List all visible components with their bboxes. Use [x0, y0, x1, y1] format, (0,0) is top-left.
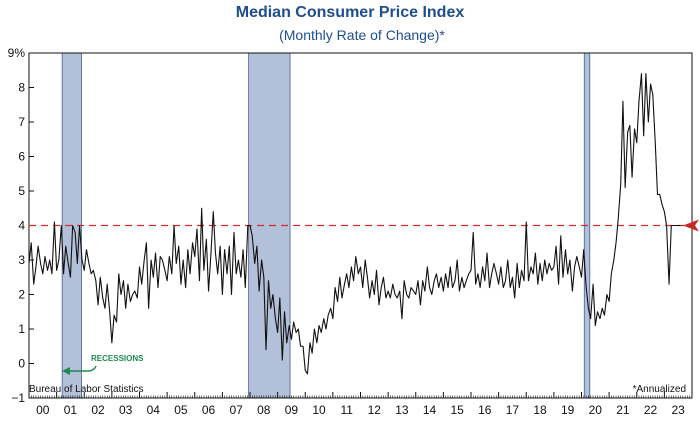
x-tick-label: 00 — [36, 403, 50, 417]
x-tick-label: 19 — [561, 403, 575, 417]
recessions-annotation: RECESSIONS — [91, 354, 144, 363]
x-tick-label: 09 — [285, 403, 299, 417]
series-layer — [28, 73, 681, 375]
y-tick-label: 9% — [8, 46, 26, 60]
x-tick-label: 07 — [230, 403, 244, 417]
x-tick-label: 03 — [119, 403, 133, 417]
series-line — [28, 73, 681, 375]
x-tick-label: 20 — [589, 403, 603, 417]
y-tick-label: 3 — [18, 253, 25, 267]
x-tick-label: 10 — [312, 403, 326, 417]
y-tick-label: 2 — [18, 288, 25, 302]
x-tick-label: 05 — [174, 403, 188, 417]
x-tick-label: 18 — [533, 403, 547, 417]
y-tick-label: 7 — [18, 115, 25, 129]
x-tick-label: 15 — [451, 403, 465, 417]
recessions-arrow — [68, 365, 97, 372]
x-tick-label: 17 — [506, 403, 520, 417]
reference-layer — [29, 219, 699, 232]
reference-marker — [683, 219, 699, 232]
x-tick-label: 16 — [478, 403, 492, 417]
x-tick-label: 06 — [202, 403, 216, 417]
y-tick-label: 5 — [18, 184, 25, 198]
x-tick-label: 12 — [368, 403, 382, 417]
x-tick-label: 22 — [644, 403, 658, 417]
y-tick-label: 6 — [18, 150, 25, 164]
x-tick-label: 08 — [257, 403, 271, 417]
x-tick-label: 14 — [423, 403, 437, 417]
annotation-layer: RECESSIONS Bureau of Labor Statistics *A… — [29, 354, 686, 395]
x-tick-label: 21 — [616, 403, 630, 417]
y-tick-label: 8 — [18, 81, 25, 95]
footnote-label: *Annualized — [633, 384, 686, 395]
chart-title: Median Consumer Price Index — [236, 4, 465, 21]
x-tick-label: 01 — [64, 403, 78, 417]
chart-subtitle: (Monthly Rate of Change)* — [279, 27, 445, 43]
source-label: Bureau of Labor Statistics — [29, 384, 144, 395]
y-tick-label: 0 — [18, 357, 25, 371]
x-tick-label: 13 — [395, 403, 409, 417]
y-tick-label: 4 — [18, 219, 25, 233]
recessions-arrowhead — [62, 367, 70, 375]
x-tick-label: 23 — [672, 403, 686, 417]
x-tick-label: 02 — [91, 403, 105, 417]
y-tick-label: 1 — [18, 322, 25, 336]
x-tick-label: 04 — [147, 403, 161, 417]
x-tick-label: 11 — [340, 403, 353, 417]
y-tick-label: −1 — [11, 391, 25, 405]
